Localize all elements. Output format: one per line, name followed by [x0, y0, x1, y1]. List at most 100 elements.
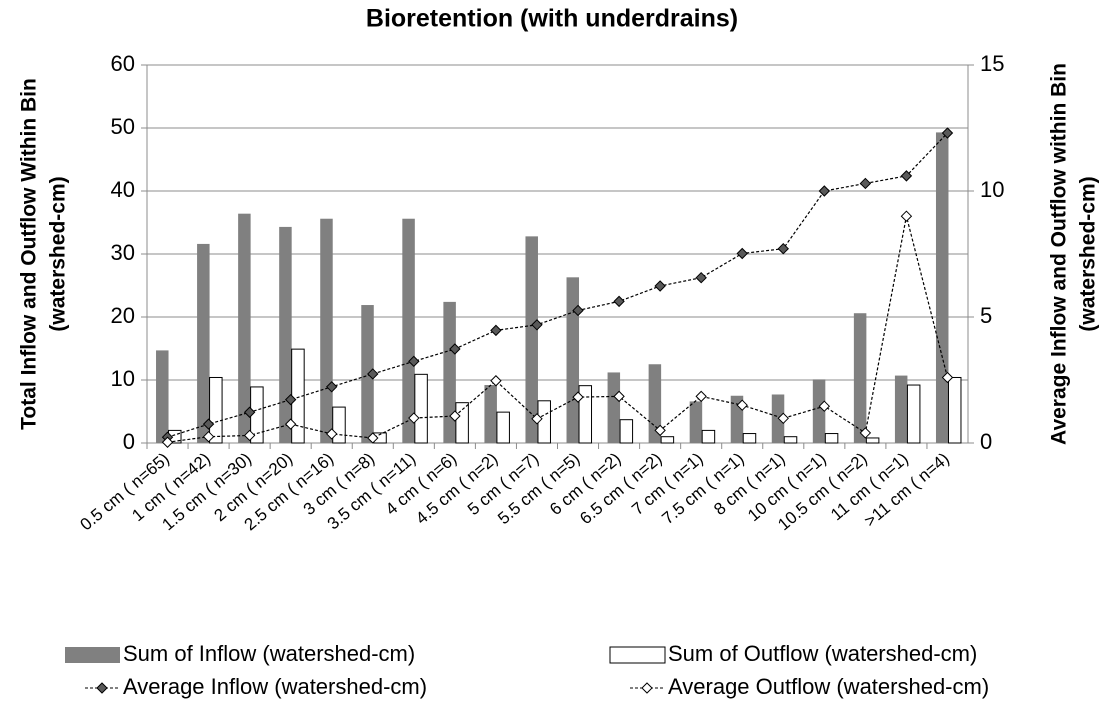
bar	[619, 419, 634, 444]
bar	[279, 226, 292, 443]
marker	[408, 412, 420, 424]
marker	[243, 406, 256, 418]
bar	[689, 401, 703, 443]
marker	[859, 427, 872, 439]
marker	[202, 430, 215, 443]
legend-label: Sum of Inflow (watershed-cm)	[123, 641, 415, 666]
bar	[320, 218, 333, 443]
legend-item: Sum of Inflow (watershed-cm)	[65, 641, 415, 666]
bar	[156, 350, 169, 443]
y2-tick-label: 10	[980, 177, 1004, 202]
legend-swatch	[609, 646, 666, 664]
legend-swatch	[65, 647, 120, 663]
bar	[812, 379, 826, 443]
marker	[449, 343, 461, 355]
y2-axis-title: Average Inflow and Outflow within Bin (w…	[1048, 63, 1100, 445]
legend-marker	[96, 682, 108, 694]
marker	[367, 368, 379, 380]
bar	[865, 437, 880, 444]
y-tick-label: 0	[123, 429, 135, 454]
y-tick-label: 60	[111, 51, 135, 76]
marker	[777, 412, 789, 425]
line	[167, 216, 949, 443]
chart-title: Bioretention (with underdrains)	[366, 5, 738, 33]
marker	[900, 210, 913, 222]
y-tick-label: 40	[111, 177, 135, 202]
marker	[900, 170, 913, 182]
marker	[531, 319, 543, 331]
marker	[654, 424, 666, 437]
y-tick-label: 20	[111, 303, 135, 328]
marker	[367, 432, 379, 444]
bar	[701, 429, 716, 444]
bar	[853, 313, 867, 443]
bar	[414, 373, 428, 444]
y-axis-title-line: Total Inflow and Outflow Within Bin	[18, 78, 41, 430]
bar	[783, 436, 798, 444]
marker	[695, 390, 707, 403]
bar	[947, 376, 962, 444]
y-tick-label: 10	[111, 366, 135, 391]
marker	[736, 247, 748, 260]
bar	[894, 375, 908, 443]
marker	[202, 418, 215, 430]
marker	[531, 413, 543, 425]
marker	[941, 371, 954, 384]
bar	[443, 301, 456, 443]
marker	[613, 390, 625, 403]
bar	[578, 385, 593, 444]
marker	[326, 381, 338, 393]
marker	[695, 271, 707, 284]
y2-tick-label: 0	[980, 429, 992, 454]
marker	[326, 428, 338, 440]
bar	[906, 384, 921, 444]
bar	[742, 433, 757, 444]
y2-axis-title-line: Average Inflow and Outflow within Bin	[1048, 63, 1071, 445]
bar	[402, 218, 415, 443]
marker	[818, 185, 831, 197]
marker	[490, 324, 502, 337]
marker	[613, 295, 625, 308]
y2-tick-label: 5	[980, 303, 992, 328]
bar	[935, 132, 949, 443]
marker	[572, 304, 584, 317]
y-tick-label: 30	[111, 240, 135, 265]
marker	[408, 355, 420, 368]
bar	[332, 406, 346, 444]
marker	[941, 127, 954, 139]
y2-axis-title-line: (watershed-cm)	[1077, 176, 1100, 331]
legend-item: Average Outflow (watershed-cm)	[630, 674, 989, 699]
bar	[209, 376, 223, 444]
legend-item: Sum of Outflow (watershed-cm)	[609, 641, 977, 666]
bar	[455, 402, 469, 444]
marker	[243, 429, 256, 442]
y-axis-title: Total Inflow and Outflow Within Bin (wat…	[18, 78, 70, 430]
legend-label: Average Outflow (watershed-cm)	[668, 674, 989, 699]
legend-label: Sum of Outflow (watershed-cm)	[668, 641, 977, 666]
bar	[566, 277, 580, 443]
bar	[537, 400, 551, 444]
marker	[736, 399, 748, 411]
marker	[161, 436, 174, 448]
bar	[496, 411, 510, 444]
marker	[284, 418, 297, 430]
marker	[449, 410, 461, 422]
marker	[818, 400, 831, 412]
bar	[607, 372, 621, 443]
legend-item: Average Inflow (watershed-cm)	[85, 674, 427, 699]
marker	[284, 393, 297, 406]
marker	[654, 280, 666, 292]
bar	[660, 436, 675, 444]
marker	[859, 177, 872, 190]
y-axis-title-line: (watershed-cm)	[47, 176, 70, 331]
marker	[777, 243, 789, 255]
bar	[525, 236, 538, 443]
legend-label: Average Inflow (watershed-cm)	[123, 674, 427, 699]
legend-marker	[641, 682, 653, 694]
line	[167, 132, 948, 438]
bar	[484, 385, 497, 443]
y2-tick-label: 15	[980, 51, 1004, 76]
bar	[197, 243, 210, 443]
bar	[824, 433, 839, 444]
